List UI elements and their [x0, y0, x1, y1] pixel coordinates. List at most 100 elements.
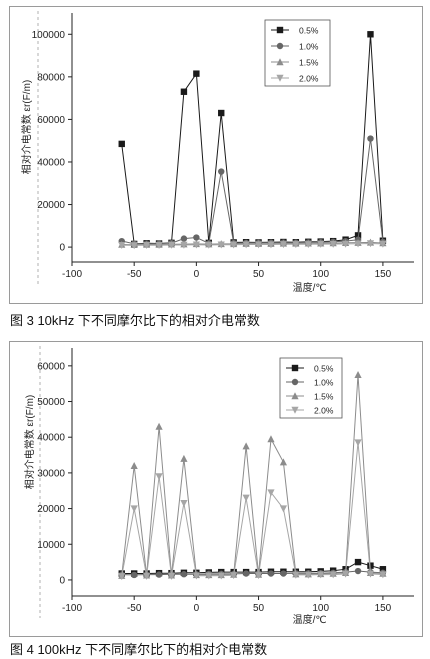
- data-point: [292, 241, 300, 249]
- series-line: [121, 34, 384, 245]
- data-point: [193, 234, 200, 241]
- legend-label: 2.0%: [314, 405, 334, 415]
- y-axis-label: 相对介电常数 εr(F/m): [23, 395, 36, 489]
- y-tick-label: 30000: [37, 468, 65, 479]
- data-point: [279, 505, 288, 513]
- legend-marker: [276, 74, 284, 82]
- legend-marker: [276, 42, 284, 50]
- data-point: [155, 422, 163, 430]
- data-point: [130, 461, 138, 469]
- x-tick-label: 100: [312, 603, 329, 614]
- data-point: [379, 571, 387, 579]
- x-tick-label: -50: [127, 269, 142, 280]
- data-point: [366, 240, 375, 248]
- data-point: [254, 241, 263, 249]
- data-point: [242, 442, 250, 450]
- figure-caption: 图 3 10kHz 下不同摩尔比下的相对介电常数: [10, 313, 260, 328]
- chart-frame: 0 10000 20000 30000 40000 50000 60000 -100 -50 0 5…: [9, 341, 423, 637]
- legend-label: 1.0%: [299, 41, 319, 51]
- data-point: [130, 505, 138, 513]
- y-axis-label: 相对介电常数 εr(F/m): [20, 80, 33, 174]
- data-point: [180, 454, 188, 462]
- data-point: [280, 570, 287, 577]
- data-point: [155, 473, 163, 481]
- y-tick-label: 40000: [37, 433, 65, 444]
- legend-label: 1.0%: [314, 377, 334, 387]
- series-line: [121, 374, 383, 576]
- series-line: [121, 242, 383, 246]
- data-point: [354, 370, 362, 378]
- legend-label: 1.5%: [299, 57, 319, 67]
- y-tick-label: 60000: [37, 115, 65, 126]
- x-tick-label: 150: [375, 603, 392, 614]
- chart-10khz: 0 20000 40000 60000 80000 100000 -100 -50 0 50 100…: [20, 11, 414, 294]
- data-point: [167, 572, 176, 580]
- data-point: [279, 241, 288, 249]
- data-point: [143, 572, 151, 580]
- y-tick-label: 0: [59, 575, 65, 586]
- data-point: [317, 240, 325, 248]
- data-point: [304, 571, 312, 579]
- y-tick-label: 100000: [32, 30, 66, 41]
- data-point: [367, 31, 374, 38]
- data-point: [205, 241, 213, 249]
- data-point: [292, 571, 300, 579]
- y-tick-label: 50000: [37, 397, 65, 408]
- data-point: [242, 494, 250, 502]
- figure-caption: 图 4 100kHz 下不同摩尔比下的相对介电常数: [10, 642, 268, 657]
- x-tick-label: 0: [194, 603, 200, 614]
- data-point: [342, 570, 350, 578]
- legend-marker: [291, 364, 299, 372]
- data-point: [279, 458, 288, 466]
- series-line: [121, 442, 383, 577]
- data-point: [180, 241, 188, 249]
- series-2.0%: [118, 240, 387, 250]
- data-point: [267, 489, 275, 497]
- data-point: [242, 570, 250, 577]
- data-point: [354, 240, 362, 248]
- data-point: [354, 567, 362, 575]
- x-axis-label: 温度/℃: [293, 281, 327, 294]
- y-tick-label: 80000: [37, 72, 65, 83]
- data-point: [242, 241, 250, 249]
- x-tick-label: 50: [253, 269, 265, 280]
- legend-label: 0.5%: [314, 363, 334, 373]
- legend-label: 0.5%: [299, 25, 319, 35]
- legend-marker: [291, 378, 299, 386]
- data-point: [155, 241, 163, 249]
- data-point: [118, 140, 125, 148]
- data-point: [379, 240, 387, 248]
- legend-marker: [276, 58, 284, 66]
- x-tick-label: -50: [127, 603, 142, 614]
- y-tick-label: 0: [59, 243, 65, 254]
- data-point: [267, 241, 275, 249]
- data-point: [254, 572, 263, 580]
- chart-frame: 0 20000 40000 60000 80000 100000 -100 -50 0 50 100…: [9, 6, 423, 304]
- x-tick-label: 150: [375, 269, 392, 280]
- legend-marker: [291, 392, 299, 400]
- legend-marker: [291, 406, 299, 414]
- legend: 0.5% 1.0% 1.5% 2.0%: [279, 357, 343, 419]
- data-point: [180, 571, 188, 578]
- data-point: [180, 235, 188, 242]
- series-line: [121, 570, 383, 576]
- data-point: [267, 435, 275, 443]
- data-point: [193, 70, 200, 77]
- x-tick-label: 50: [253, 603, 265, 614]
- series-2.0%: [118, 439, 387, 581]
- series-0.5%: [118, 31, 387, 248]
- x-tick-label: 0: [194, 269, 200, 280]
- legend-label: 2.0%: [299, 73, 319, 83]
- chart-100khz: 0 10000 20000 30000 40000 50000 60000 -100 -50 0 5…: [23, 346, 414, 626]
- series-line: [121, 561, 384, 574]
- data-point: [354, 439, 362, 447]
- y-tick-label: 60000: [37, 361, 65, 372]
- legend-label: 1.5%: [314, 391, 334, 401]
- series-1.0%: [118, 135, 387, 247]
- data-point: [180, 500, 188, 508]
- series-line: [121, 138, 384, 245]
- y-tick-label: 20000: [37, 504, 65, 515]
- data-point: [155, 571, 163, 578]
- data-point: [218, 168, 225, 175]
- x-tick-label: 100: [312, 269, 329, 280]
